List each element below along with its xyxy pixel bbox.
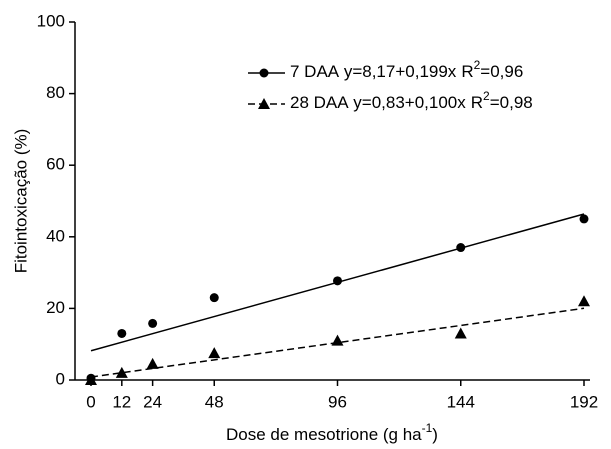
marker	[333, 276, 342, 286]
x-tick-label: 0	[86, 392, 95, 411]
x-label-end: )	[432, 425, 438, 444]
x-tick-label: 48	[205, 392, 224, 411]
legend-r2: R	[471, 93, 483, 112]
y-axis-label: Fitointoxicação (%)	[11, 129, 30, 274]
legend-name: 7 DAA	[290, 62, 340, 81]
x-tick-label: 144	[447, 392, 475, 411]
marker	[456, 243, 466, 253]
marker	[148, 318, 158, 328]
marker	[146, 357, 159, 369]
legend-r2-sup: 2	[483, 89, 490, 103]
marker	[85, 374, 97, 385]
x-tick-label: 192	[570, 392, 598, 411]
x-axis-label: Dose de mesotrione (g ha-1)	[226, 421, 438, 444]
legend-entry: 7 DAA y=8,17+0,199x R2=0,96	[290, 58, 523, 81]
x-tick-label: 12	[112, 392, 131, 411]
y-tick-label: 60	[46, 155, 65, 174]
legend-equation: y=0,83+0,100x	[353, 93, 466, 112]
marker	[579, 214, 589, 224]
legend-marker	[258, 98, 270, 109]
legend-r2-sup: 2	[474, 58, 481, 72]
marker	[208, 347, 221, 359]
legend-r2-value: =0,98	[490, 93, 533, 112]
y-tick-label: 100	[37, 11, 65, 30]
y-tick-label: 80	[46, 83, 65, 102]
legend-equation: y=8,17+0,199x	[344, 62, 457, 81]
marker	[115, 366, 128, 378]
marker	[209, 293, 219, 303]
marker	[454, 327, 467, 339]
legend-entry: 28 DAA y=0,83+0,100x R2=0,98	[290, 89, 533, 112]
x-tick-label: 24	[143, 392, 162, 411]
y-tick-label: 20	[46, 298, 65, 317]
marker	[331, 334, 344, 346]
x-tick-label: 96	[328, 392, 347, 411]
y-tick-label: 40	[46, 226, 65, 245]
legend-marker	[259, 68, 269, 78]
x-label-sup: -1	[422, 421, 433, 435]
legend-r2: R	[461, 62, 473, 81]
legend-r2-value: =0,96	[480, 62, 523, 81]
legend-name: 28 DAA	[290, 93, 349, 112]
marker	[578, 295, 590, 307]
x-label-text: Dose de mesotrione (g ha	[226, 425, 422, 444]
y-tick-label: 0	[56, 369, 65, 388]
marker	[117, 328, 127, 338]
